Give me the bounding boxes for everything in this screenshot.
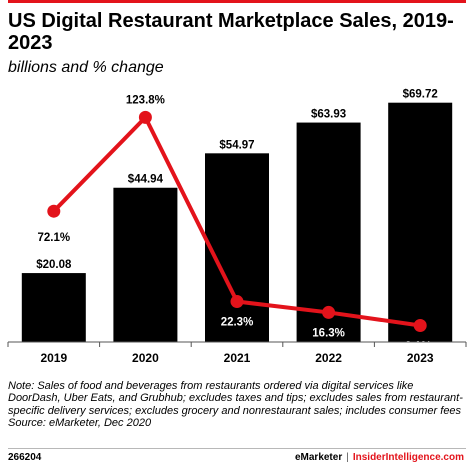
note-text: Note: Sales of food and beverages from r…: [8, 380, 463, 417]
x-tick-label-2022: 2022: [315, 351, 342, 365]
growth-point-2020: [138, 110, 152, 124]
x-tick-label-2023: 2023: [407, 351, 434, 365]
growth-label-2021: 22.3%: [221, 317, 254, 329]
brand-separator: |: [346, 452, 349, 463]
x-tick-label-2021: 2021: [224, 351, 251, 365]
bar-value-label-2019: $20.08: [36, 259, 72, 271]
partner-link[interactable]: InsiderIntelligence.com: [352, 452, 464, 463]
chart-subtitle: billions and % change: [8, 59, 164, 76]
chart-note: Note: Sales of food and beverages from r…: [8, 380, 463, 430]
bar-2020: [113, 187, 178, 342]
growth-point-2023: [413, 318, 427, 332]
growth-label-2023: 9.1%: [405, 340, 431, 352]
chart-title: US Digital Restaurant Marketplace Sales,…: [8, 10, 454, 54]
top-accent-rule: [8, 0, 466, 3]
bar-2023: [388, 102, 453, 342]
footer-brand: eMarketer | InsiderIntelligence.com: [295, 452, 464, 464]
source-text: Source: eMarketer, Dec 2020: [8, 417, 152, 430]
bar-value-label-2022: $63.93: [311, 109, 346, 121]
growth-label-2022: 16.3%: [312, 327, 345, 339]
bar-value-label-2023: $69.72: [403, 89, 438, 101]
growth-point-2019: [47, 204, 61, 218]
bar-2019: [21, 273, 86, 342]
growth-point-2022: [322, 305, 336, 319]
growth-label-2020: 123.8%: [126, 94, 165, 106]
bar-value-label-2020: $44.94: [128, 174, 164, 186]
growth-label-2019: 72.1%: [37, 232, 70, 244]
x-tick-label-2020: 2020: [132, 351, 159, 365]
bar-value-label-2021: $54.97: [219, 139, 254, 151]
bar-2022: [296, 122, 361, 342]
brand-name: eMarketer: [294, 452, 343, 463]
growth-point-2021: [230, 295, 244, 309]
x-tick-label-2019: 2019: [40, 351, 67, 365]
footer-divider: [8, 448, 466, 449]
chart-id: 266204: [8, 452, 42, 463]
bar-2021: [205, 153, 269, 342]
